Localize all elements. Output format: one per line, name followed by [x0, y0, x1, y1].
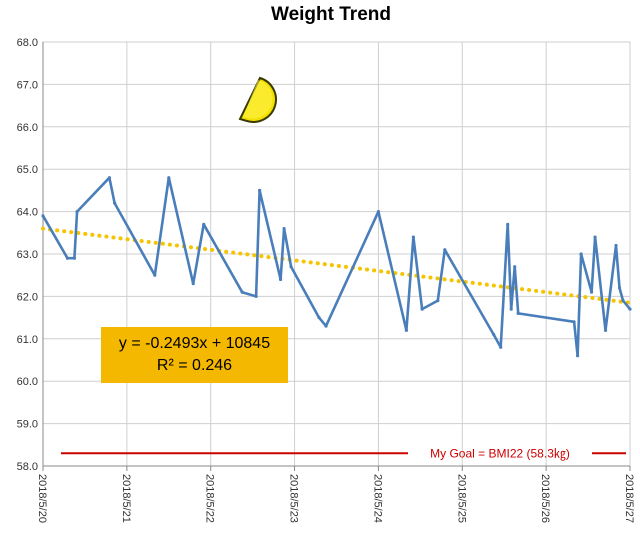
grid: [42, 41, 631, 467]
data-point: [324, 324, 328, 328]
data-point: [258, 188, 262, 192]
data-point: [628, 307, 632, 311]
y-tick-label: 58.0: [17, 461, 38, 473]
data-point: [579, 252, 583, 256]
trendline: [41, 226, 632, 305]
data-point: [509, 307, 513, 311]
data-point: [516, 311, 520, 315]
data-point: [113, 201, 117, 205]
y-tick-label: 59.0: [17, 419, 38, 431]
data-point: [240, 290, 244, 294]
data-point: [593, 235, 597, 239]
data-point: [572, 320, 576, 324]
y-tick-label: 64.0: [17, 207, 38, 219]
goal-label: My Goal = BMI22 (58.3㎏): [430, 446, 570, 460]
chart-title: Weight Trend: [271, 4, 391, 25]
data-point: [506, 222, 510, 226]
data-point: [404, 328, 408, 332]
data-point: [575, 354, 580, 358]
trendline-equation: y = -0.2493x + 10845: [118, 335, 271, 352]
data-point: [254, 294, 258, 298]
data-point: [420, 307, 424, 311]
y-tick-label: 67.0: [17, 79, 38, 91]
x-tick-label: 2018/5/20: [36, 474, 48, 523]
series-line: [41, 176, 632, 358]
data-point: [317, 316, 321, 320]
data-point: [589, 290, 594, 294]
data-point: [41, 214, 45, 218]
y-tick-label: 65.0: [17, 164, 38, 176]
x-tick-label: 2018/5/27: [623, 474, 635, 523]
data-point: [411, 235, 415, 239]
data-point: [72, 256, 77, 260]
data-point: [202, 222, 206, 226]
y-axis-tick-labels: 58.0 59.0 60.0 61.0 62.0 63.0 64.0 65.0 66.0 67.0…: [17, 37, 38, 473]
data-point: [499, 345, 503, 349]
data-point: [614, 243, 618, 248]
y-tick-label: 68.0: [17, 37, 38, 49]
trendline-r-squared: R² = 0.246: [156, 357, 233, 374]
moon-icon: [238, 76, 277, 123]
trendline-line: [41, 226, 632, 305]
data-point: [167, 176, 171, 180]
y-tick-label: 62.0: [17, 291, 38, 303]
x-tick-label: 2018/5/24: [371, 474, 383, 523]
data-point: [107, 176, 111, 180]
data-point: [282, 226, 286, 231]
data-point: [191, 282, 195, 286]
data-point: [278, 277, 283, 282]
trendline-equation-box: y = -0.2493x + 10845 R² = 0.246: [101, 327, 288, 383]
data-point: [617, 286, 622, 290]
data-point: [621, 299, 625, 303]
x-tick-label: 2018/5/23: [288, 474, 300, 523]
x-tick-label: 2018/5/26: [539, 474, 551, 523]
x-tick-label: 2018/5/25: [455, 474, 467, 523]
goal-line-group: My Goal = BMI22 (58.3㎏): [61, 446, 626, 460]
data-point: [443, 248, 447, 252]
x-tick-label: 2018/5/22: [204, 474, 216, 523]
data-point: [65, 256, 70, 260]
data-point: [492, 332, 496, 337]
data-point: [513, 265, 517, 269]
y-tick-label: 66.0: [17, 122, 38, 134]
data-point: [436, 299, 440, 303]
data-point: [289, 265, 293, 269]
y-tick-label: 61.0: [17, 334, 38, 346]
axes: [42, 42, 631, 471]
data-point: [153, 273, 157, 277]
x-axis-tick-labels: 2018/5/20 2018/5/21 2018/5/22 2018/5/23 2018…: [36, 474, 635, 523]
y-tick-label: 63.0: [17, 249, 38, 261]
x-tick-label: 2018/5/21: [120, 474, 132, 523]
y-tick-label: 60.0: [17, 376, 38, 388]
data-point: [603, 328, 608, 332]
data-point: [75, 210, 79, 214]
data-point: [376, 210, 381, 214]
series-weight: [41, 176, 632, 358]
